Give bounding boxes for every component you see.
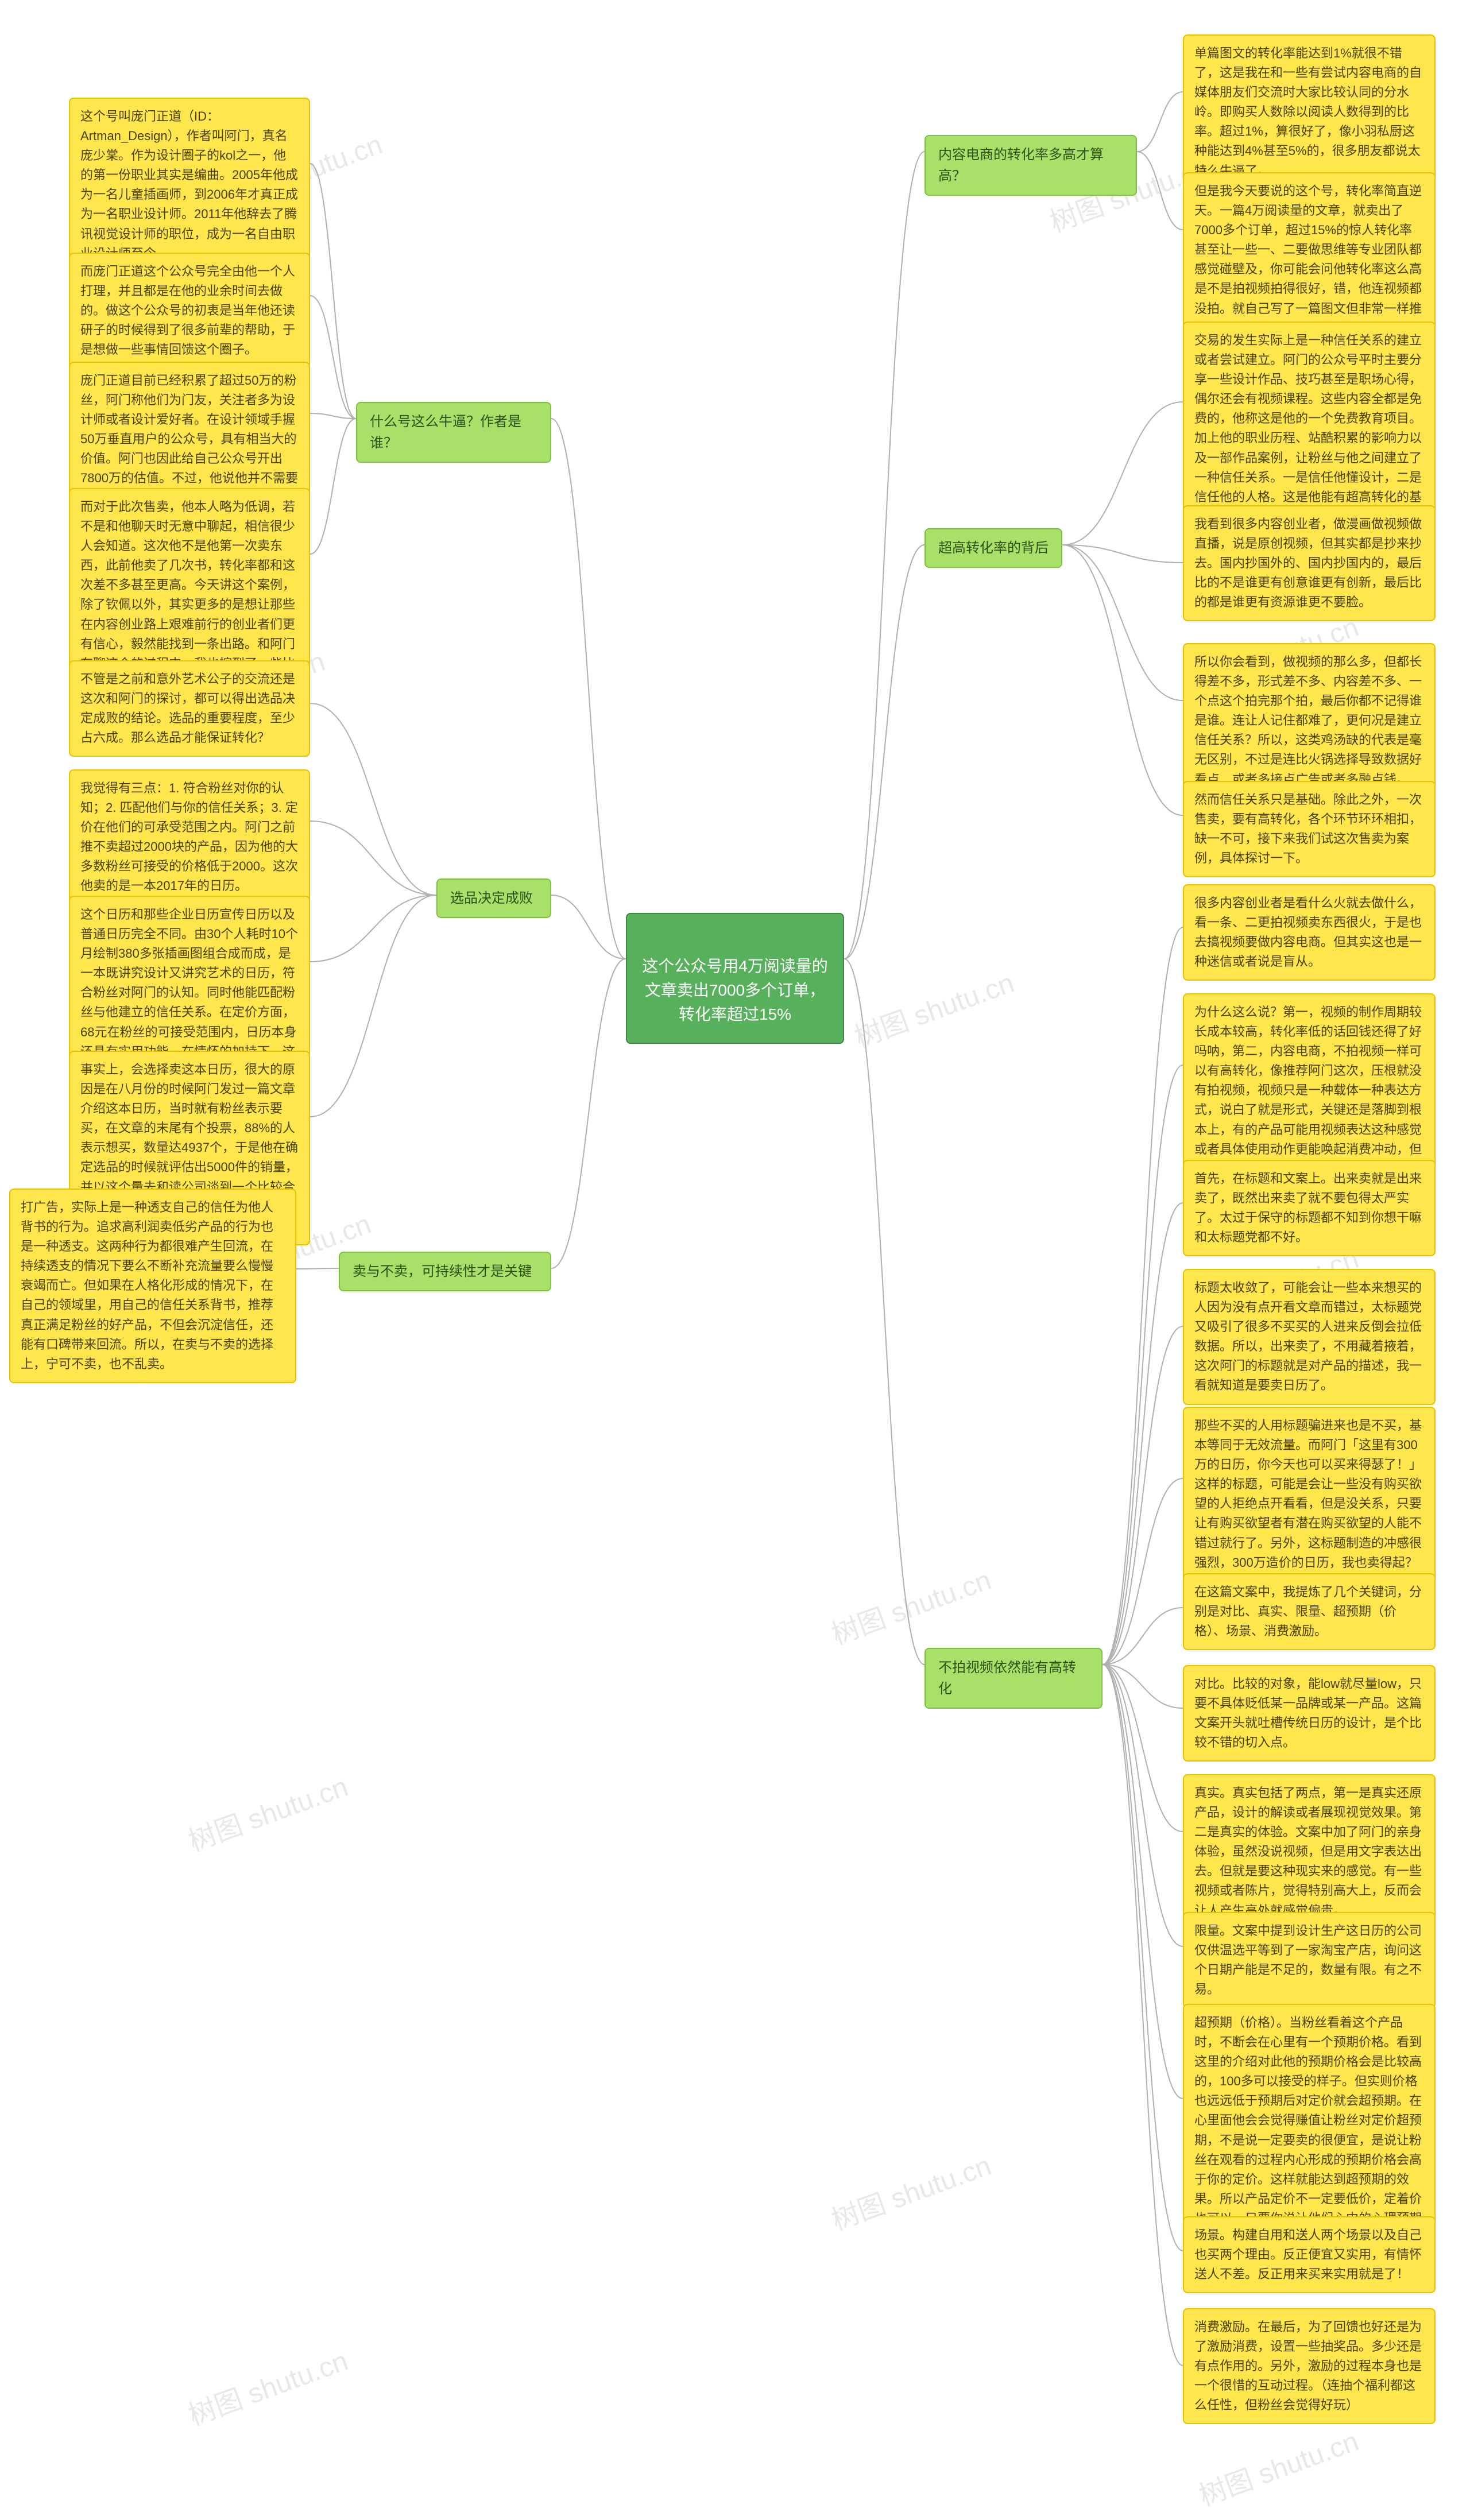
leaf-node-l6i: 限量。文案中提到设计生产这日历的公司仅供温选平等到了一家淘宝产店，询问这个日期产… bbox=[1183, 1912, 1436, 2008]
leaf-node-l2a: 不管是之前和意外艺术公子的交流还是这次和阿门的探讨，都可以得出选品决定成败的结论… bbox=[69, 660, 310, 757]
leaf-node-l1a: 这个号叫庞门正道（ID：Artman_Design），作者叫阿门，真名庞少棠。作… bbox=[69, 98, 310, 273]
leaf-node-l5d: 然而信任关系只是基础。除此之外，一次售卖，要有高转化，各个环节环环相扣，缺一不可… bbox=[1183, 781, 1436, 877]
leaf-node-l4a: 单篇图文的转化率能达到1%就很不错了，这是我在和一些有尝试内容电商的自媒体朋友们… bbox=[1183, 34, 1436, 190]
leaf-node-l3a: 打广告，实际上是一种透支自己的信任为他人背书的行为。追求高利润卖低劣产品的行为也… bbox=[9, 1189, 296, 1383]
branch-node-label: 超高转化率的背后 bbox=[938, 540, 1049, 556]
leaf-node-label: 我看到很多内容创业者，做漫画做视频做直播，说是原创视频，但其实都是抄来抄去。国内… bbox=[1194, 517, 1422, 609]
branch-node-label: 不拍视频依然能有高转化 bbox=[938, 1660, 1076, 1697]
leaf-node-l6d: 标题太收敛了，可能会让一些本来想买的人因为没有点开看文章而错过，太标题党又吸引了… bbox=[1183, 1269, 1436, 1405]
leaf-node-label: 单篇图文的转化率能达到1%就很不错了，这是我在和一些有尝试内容电商的自媒体朋友们… bbox=[1194, 46, 1422, 178]
leaf-node-l6l: 消费激励。在最后，为了回馈也好还是为了激励消费，设置一些抽奖品。多少还是有点作用… bbox=[1183, 2308, 1436, 2424]
leaf-node-label: 不管是之前和意外艺术公子的交流还是这次和阿门的探讨，都可以得出选品决定成败的结论… bbox=[80, 672, 295, 745]
branch-node-b6: 不拍视频依然能有高转化 bbox=[924, 1648, 1102, 1709]
branch-node-label: 选品决定成败 bbox=[450, 891, 533, 906]
leaf-node-label: 消费激励。在最后，为了回馈也好还是为了激励消费，设置一些抽奖品。多少还是有点作用… bbox=[1194, 2320, 1422, 2412]
branch-node-b4: 内容电商的转化率多高才算高？ bbox=[924, 135, 1137, 196]
leaf-node-label: 标题太收敛了，可能会让一些本来想买的人因为没有点开看文章而错过，太标题党又吸引了… bbox=[1194, 1280, 1422, 1392]
watermark: 树图 shutu.cn bbox=[182, 1764, 353, 1859]
leaf-node-l6g: 对比。比较的对象，能low就尽量low，只要不具体贬低某一品牌或某一产品。这篇文… bbox=[1183, 1665, 1436, 1762]
leaf-node-label: 很多内容创业者是看什么火就去做什么，看一条、二更拍视频卖东西很火，于是也去搞视频… bbox=[1194, 896, 1422, 969]
watermark: 树图 shutu.cn bbox=[848, 960, 1019, 1055]
branch-node-b2: 选品决定成败 bbox=[436, 878, 551, 918]
leaf-node-l6c: 首先，在标题和文案上。出来卖就是出来卖了，既然出来卖了就不要包得太严实了。太过于… bbox=[1183, 1160, 1436, 1256]
leaf-node-label: 那些不买的人用标题骗进来也是不买，基本等同于无效流量。而阿门「这里有300万的日… bbox=[1194, 1418, 1422, 1570]
leaf-node-label: 但是我今天要说的这个号，转化率简直逆天。一篇4万阅读量的文章，就卖出了7000多… bbox=[1194, 184, 1422, 335]
leaf-node-l5b: 我看到很多内容创业者，做漫画做视频做直播，说是原创视频，但其实都是抄来抄去。国内… bbox=[1183, 505, 1436, 621]
leaf-node-label: 真实。真实包括了两点，第一是真实还原产品，设计的解读或者展现视觉效果。第二是真实… bbox=[1194, 1786, 1422, 1918]
branch-node-label: 卖与不卖，可持续性才是关键 bbox=[353, 1264, 532, 1279]
root-node: 这个公众号用4万阅读量的 文章卖出7000多个订单， 转化率超过15% bbox=[626, 913, 844, 1044]
leaf-node-l6h: 真实。真实包括了两点，第一是真实还原产品，设计的解读或者展现视觉效果。第二是真实… bbox=[1183, 1774, 1436, 1930]
leaf-node-label: 这个号叫庞门正道（ID：Artman_Design），作者叫阿门，真名庞少棠。作… bbox=[80, 109, 298, 261]
leaf-node-label: 所以你会看到，做视频的那么多，但都长得差不多，形式差不多、内容差不多、一个点这个… bbox=[1194, 655, 1422, 787]
branch-node-label: 什么号这么牛逼？作者是谁？ bbox=[370, 414, 521, 451]
leaf-node-l6k: 场景。构建自用和送人两个场景以及自己也买两个理由。反正便宜又实用，有情怀送人不差… bbox=[1183, 2216, 1436, 2293]
root-label: 这个公众号用4万阅读量的 文章卖出7000多个订单， 转化率超过15% bbox=[642, 957, 828, 1023]
leaf-node-label: 庞门正道目前已经积累了超过50万的粉丝，阿门称他们为门友，关注者多为设计师或者设… bbox=[80, 373, 298, 505]
leaf-node-label: 场景。构建自用和送人两个场景以及自己也买两个理由。反正便宜又实用，有情怀送人不差… bbox=[1194, 2228, 1422, 2281]
leaf-node-l6e: 那些不买的人用标题骗进来也是不买，基本等同于无效流量。而阿门「这里有300万的日… bbox=[1183, 1407, 1436, 1582]
leaf-node-label: 对比。比较的对象，能low就尽量low，只要不具体贬低某一品牌或某一产品。这篇文… bbox=[1194, 1677, 1422, 1749]
leaf-node-l1b: 而庞门正道这个公众号完全由他一个人打理，并且都是在他的业余时间去做的。做这个公众… bbox=[69, 253, 310, 369]
leaf-node-l6a: 很多内容创业者是看什么火就去做什么，看一条、二更拍视频卖东西很火，于是也去搞视频… bbox=[1183, 884, 1436, 981]
leaf-node-label: 我觉得有三点：1. 符合粉丝对你的认知；2. 匹配他们与你的信任关系；3. 定价… bbox=[80, 781, 298, 893]
branch-node-label: 内容电商的转化率多高才算高？ bbox=[938, 147, 1104, 184]
watermark: 树图 shutu.cn bbox=[182, 2338, 353, 2433]
branch-node-b3: 卖与不卖，可持续性才是关键 bbox=[339, 1252, 551, 1291]
watermark: 树图 shutu.cn bbox=[825, 1557, 996, 1652]
leaf-node-label: 打广告，实际上是一种透支自己的信任为他人背书的行为。追求高利润卖低劣产品的行为也… bbox=[21, 1200, 273, 1371]
leaf-node-l6f: 在这篇文案中，我提炼了几个关键词，分别是对比、真实、限量、超预期（价格）、场景、… bbox=[1183, 1573, 1436, 1650]
leaf-node-label: 在这篇文案中，我提炼了几个关键词，分别是对比、真实、限量、超预期（价格）、场景、… bbox=[1194, 1585, 1422, 1638]
leaf-node-label: 限量。文案中提到设计生产这日历的公司仅供温选平等到了一家淘宝产店，询问这个日期产… bbox=[1194, 1923, 1422, 1996]
branch-node-b5: 超高转化率的背后 bbox=[924, 528, 1062, 568]
leaf-node-label: 然而信任关系只是基础。除此之外，一次售卖，要有高转化，各个环节环环相扣，缺一不可… bbox=[1194, 792, 1422, 865]
leaf-node-l5c: 所以你会看到，做视频的那么多，但都长得差不多，形式差不多、内容差不多、一个点这个… bbox=[1183, 643, 1436, 799]
watermark: 树图 shutu.cn bbox=[1193, 2418, 1363, 2513]
leaf-node-label: 而庞门正道这个公众号完全由他一个人打理，并且都是在他的业余时间去做的。做这个公众… bbox=[80, 264, 295, 357]
watermark: 树图 shutu.cn bbox=[825, 2143, 996, 2238]
branch-node-b1: 什么号这么牛逼？作者是谁？ bbox=[356, 402, 551, 463]
leaf-node-label: 首先，在标题和文案上。出来卖就是出来卖了，既然出来卖了就不要包得太严实了。太过于… bbox=[1194, 1171, 1422, 1244]
leaf-node-label: 超预期（价格）。当粉丝看着这个产品时，不断会在心里有一个预期价格。看到这里的介绍… bbox=[1194, 2015, 1422, 2245]
leaf-node-l2b: 我觉得有三点：1. 符合粉丝对你的认知；2. 匹配他们与你的信任关系；3. 定价… bbox=[69, 769, 310, 905]
